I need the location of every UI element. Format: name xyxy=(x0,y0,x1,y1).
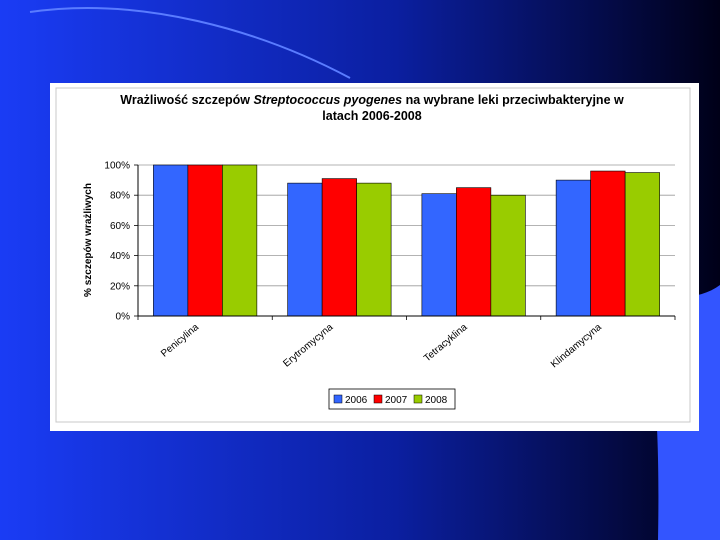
bar-2007-erytromycyna xyxy=(321,178,357,317)
chart-panel: Wrażliwość szczepów Streptococcus pyogen… xyxy=(50,83,699,431)
chart-title-line2: latach 2006-2008 xyxy=(322,109,421,123)
bar-2007-tetracyklina xyxy=(456,187,492,317)
y-tick-label: 20% xyxy=(110,281,130,292)
x-tick-label: Klindamycyna xyxy=(549,322,604,371)
bars xyxy=(153,164,660,317)
bar-2008-klindamycyna xyxy=(624,172,660,317)
x-tick-label: Penicylina xyxy=(159,322,201,360)
legend-swatch-2008 xyxy=(413,394,423,404)
x-tick-label: Erytromycyna xyxy=(281,322,335,370)
axes xyxy=(137,165,676,320)
legend-label-2008: 2008 xyxy=(425,395,448,406)
bar-2008-penicylina xyxy=(222,164,258,317)
bar-2006-klindamycyna xyxy=(555,179,591,317)
bar-2008-tetracyklina xyxy=(490,194,526,317)
x-labels: Penicylina Erytromycyna Tetracyklina Klinda… xyxy=(159,322,604,371)
y-axis-label: % szczepów wrażliwych xyxy=(83,183,94,297)
bar-2006-erytromycyna xyxy=(287,182,323,317)
bar-2007-penicylina xyxy=(187,164,223,317)
decorative-arc-top xyxy=(29,7,351,79)
legend: 2006 2007 2008 xyxy=(328,388,456,410)
bar-2008-erytromycyna xyxy=(356,182,392,317)
chart-title: Wrażliwość szczepów Streptococcus pyogen… xyxy=(120,93,624,107)
y-tick-label: 40% xyxy=(110,251,130,262)
bar-2007-klindamycyna xyxy=(590,170,626,317)
chart-border xyxy=(55,87,691,423)
legend-label-2006: 2006 xyxy=(345,395,368,406)
y-tick-label: 100% xyxy=(104,161,130,172)
bar-2006-penicylina xyxy=(153,164,189,317)
x-tick-label: Tetracyklina xyxy=(422,322,470,365)
legend-box xyxy=(328,388,456,410)
legend-swatch-2006 xyxy=(333,394,343,404)
y-ticks: 0% 20% 40% 60% 80% 100% xyxy=(104,161,138,323)
chart-svg: Wrażliwość szczepów Streptococcus pyogen… xyxy=(55,87,691,423)
y-tick-label: 60% xyxy=(110,221,130,232)
legend-label-2007: 2007 xyxy=(385,395,408,406)
legend-swatch-2007 xyxy=(373,394,383,404)
bar-2006-tetracyklina xyxy=(421,193,457,317)
y-tick-label: 0% xyxy=(116,312,131,323)
y-tick-label: 80% xyxy=(110,191,130,202)
